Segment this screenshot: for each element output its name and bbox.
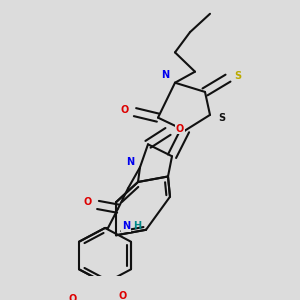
Text: O: O <box>176 124 184 134</box>
Text: H: H <box>133 221 141 231</box>
Text: N: N <box>126 157 134 167</box>
Text: S: S <box>234 71 242 81</box>
Text: O: O <box>69 294 77 300</box>
Text: O: O <box>119 291 127 300</box>
Text: O: O <box>84 197 92 207</box>
Text: O: O <box>121 105 129 115</box>
Text: N: N <box>122 221 130 231</box>
Text: N: N <box>161 70 169 80</box>
Text: S: S <box>218 113 226 123</box>
